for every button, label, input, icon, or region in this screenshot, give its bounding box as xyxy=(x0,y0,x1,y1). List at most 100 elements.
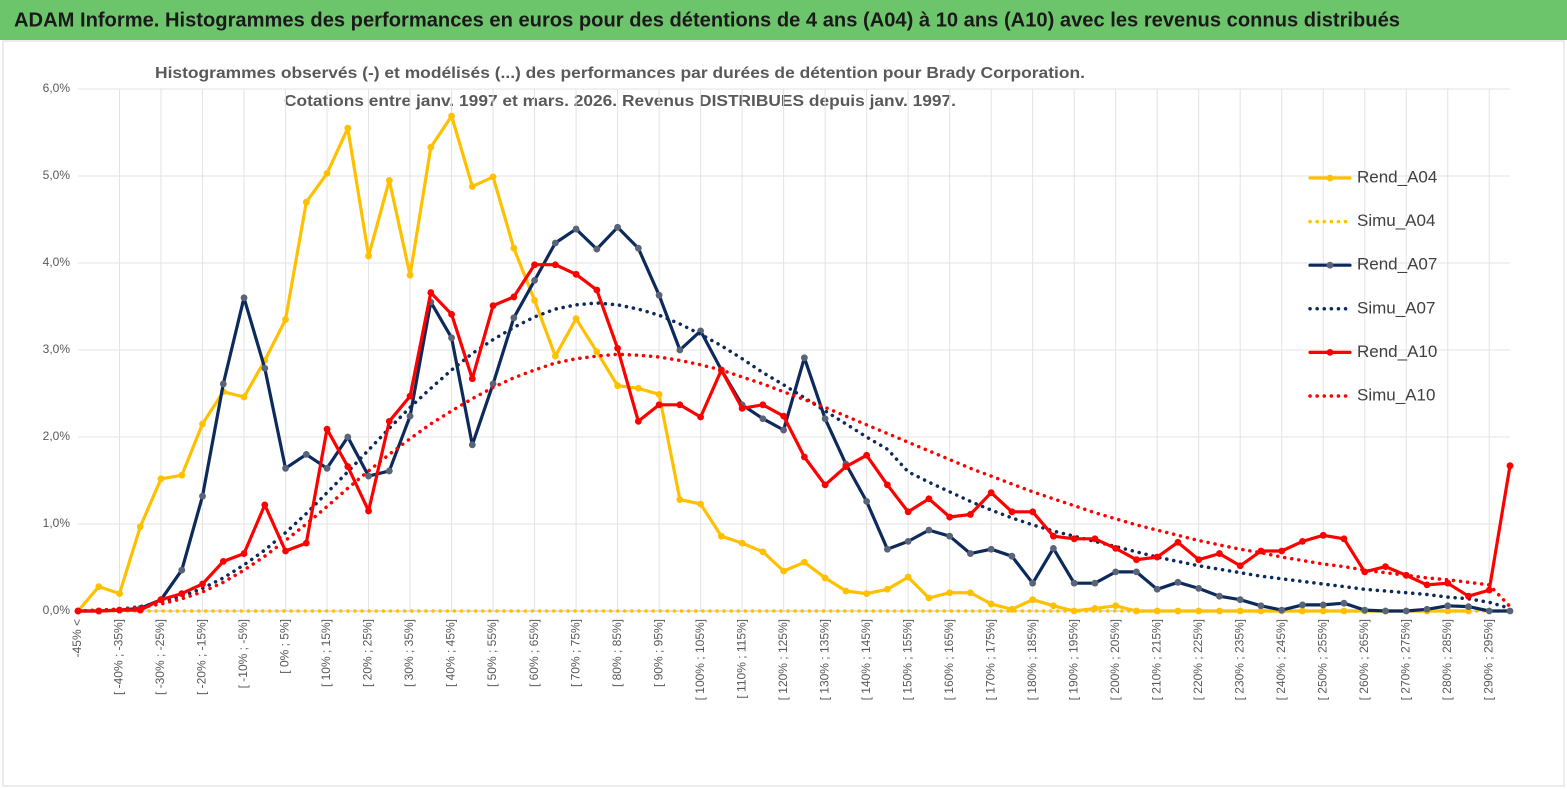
data-point xyxy=(1195,556,1203,564)
data-point xyxy=(510,314,518,322)
data-point xyxy=(1444,602,1452,610)
x-tick-label: [ 50% ; 55%] xyxy=(485,619,499,687)
x-tick-label: [ 240% ; 245%] xyxy=(1274,619,1288,700)
data-point xyxy=(427,289,435,296)
data-point xyxy=(302,539,310,547)
data-point xyxy=(1485,607,1493,615)
data-point xyxy=(572,270,580,278)
data-point xyxy=(489,380,497,388)
data-point xyxy=(800,558,808,566)
data-point xyxy=(655,390,663,398)
data-point xyxy=(967,550,974,557)
data-point xyxy=(1236,607,1244,615)
data-point xyxy=(1465,592,1472,600)
data-point xyxy=(95,583,103,591)
data-point xyxy=(634,417,642,425)
data-point xyxy=(593,286,601,294)
data-point xyxy=(1319,601,1327,609)
data-point xyxy=(1485,586,1493,594)
data-point xyxy=(551,352,559,360)
x-tick-label: [ 210% ; 215%] xyxy=(1149,619,1163,700)
data-point xyxy=(1174,578,1182,586)
data-point xyxy=(967,589,974,597)
data-point xyxy=(863,590,871,597)
data-point xyxy=(697,413,705,421)
x-tick-label: [ 120% ; 125%] xyxy=(776,619,790,700)
data-point xyxy=(987,489,995,497)
data-point xyxy=(593,348,601,356)
data-point xyxy=(655,401,663,409)
data-point xyxy=(780,567,788,575)
x-tick-label: [ 20% ; 25%] xyxy=(361,619,375,687)
data-point xyxy=(842,587,850,595)
data-point xyxy=(676,496,684,504)
data-point xyxy=(136,523,144,531)
data-point xyxy=(385,176,393,184)
data-point xyxy=(1008,552,1016,560)
x-tick-label: [ 110% ; 115%] xyxy=(734,619,748,699)
data-point xyxy=(157,596,165,604)
data-point xyxy=(1319,531,1327,539)
legend: Rend_A04 Simu_A04 Rend_A07 Simu_A07 Rend_A10… xyxy=(1308,167,1437,404)
x-tick-label: [ 160% ; 165%] xyxy=(942,619,956,700)
data-point xyxy=(1299,538,1306,545)
x-tick-label: [ 30% ; 35%] xyxy=(402,619,416,687)
data-point xyxy=(1361,606,1369,614)
data-point xyxy=(1299,607,1306,615)
data-point xyxy=(531,297,538,304)
data-point xyxy=(1133,568,1140,576)
y-tick-label: 2,0% xyxy=(43,429,71,443)
data-point xyxy=(614,382,621,390)
data-point xyxy=(344,463,352,470)
data-point xyxy=(1506,462,1514,470)
data-point xyxy=(302,451,310,458)
data-point xyxy=(468,441,476,449)
header-bar xyxy=(0,0,1567,40)
data-point xyxy=(614,223,621,231)
data-point xyxy=(261,501,269,509)
data-point xyxy=(1070,535,1078,543)
x-tick-label: [ 250% ; 255%] xyxy=(1315,619,1329,700)
data-point xyxy=(1257,607,1265,615)
data-point xyxy=(261,364,269,372)
data-point xyxy=(427,143,435,151)
chart-title: ADAM Informe. Histogrammes des performan… xyxy=(14,9,1400,31)
data-point xyxy=(344,124,352,132)
data-point xyxy=(883,481,891,489)
data-point xyxy=(510,244,518,252)
x-tick-label: [ 170% ; 175%] xyxy=(983,619,997,700)
data-point xyxy=(157,475,165,483)
data-point xyxy=(1444,579,1452,587)
data-point xyxy=(282,316,289,323)
data-point xyxy=(178,471,186,479)
data-point xyxy=(1133,556,1140,564)
data-point xyxy=(800,354,808,362)
data-point xyxy=(1278,547,1286,555)
data-point xyxy=(572,225,580,233)
data-point xyxy=(551,239,559,247)
x-tick-label: [ 140% ; 145%] xyxy=(859,619,873,700)
y-tick-label: 5,0% xyxy=(43,168,71,182)
data-point xyxy=(1299,601,1306,609)
data-point xyxy=(572,315,580,323)
x-tick-label: [ 280% ; 285%] xyxy=(1440,619,1454,700)
y-tick-label: 0,0% xyxy=(43,603,71,617)
data-point xyxy=(780,412,788,420)
data-point xyxy=(365,507,372,515)
data-point xyxy=(323,425,331,433)
x-tick-label: [ -30% ; -25%] xyxy=(153,619,167,695)
data-point xyxy=(759,401,767,409)
data-point xyxy=(800,453,808,461)
x-tick-label: [ 190% ; 195%] xyxy=(1066,619,1080,700)
data-point xyxy=(385,417,393,425)
data-point xyxy=(925,594,933,602)
data-point xyxy=(821,574,829,582)
x-tick-label: [ 10% ; 15%] xyxy=(319,619,333,687)
data-point xyxy=(1278,606,1286,614)
x-tick-label: [ 40% ; 45%] xyxy=(444,619,458,687)
data-point xyxy=(1029,508,1037,516)
data-point xyxy=(925,526,933,534)
x-tick-label: [ 70% ; 75%] xyxy=(568,619,582,687)
chart-subtitle: Cotations entre janv. 1997 et mars. 2026… xyxy=(284,93,956,110)
